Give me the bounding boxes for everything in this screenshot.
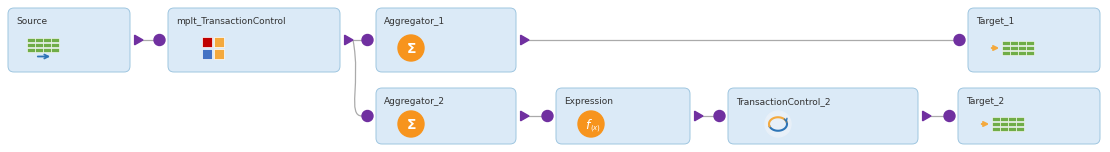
Bar xyxy=(214,49,224,59)
Bar xyxy=(1016,116,1023,121)
Bar xyxy=(43,43,50,47)
Bar xyxy=(36,47,42,52)
Bar xyxy=(1026,50,1033,55)
Text: Σ: Σ xyxy=(406,118,416,132)
Bar xyxy=(1018,50,1026,55)
Polygon shape xyxy=(134,35,143,45)
Polygon shape xyxy=(922,111,931,121)
Bar xyxy=(1000,121,1008,126)
Bar xyxy=(36,38,42,42)
Text: $(x)$: $(x)$ xyxy=(591,123,602,133)
Bar xyxy=(36,43,42,47)
Bar xyxy=(27,47,34,52)
Polygon shape xyxy=(344,35,353,45)
Bar xyxy=(992,126,999,131)
Circle shape xyxy=(542,111,553,121)
Bar xyxy=(992,116,999,121)
FancyBboxPatch shape xyxy=(376,8,516,72)
Bar xyxy=(1018,45,1026,50)
Text: Aggregator_1: Aggregator_1 xyxy=(384,17,445,26)
Bar xyxy=(1008,116,1016,121)
Bar xyxy=(43,38,50,42)
Text: Expression: Expression xyxy=(564,97,613,106)
Text: Σ: Σ xyxy=(406,42,416,56)
FancyBboxPatch shape xyxy=(968,8,1100,72)
Text: $f$: $f$ xyxy=(585,118,593,132)
FancyBboxPatch shape xyxy=(8,8,130,72)
FancyBboxPatch shape xyxy=(728,88,918,144)
Circle shape xyxy=(362,111,373,121)
Circle shape xyxy=(578,111,604,137)
Bar xyxy=(1026,45,1033,50)
Bar xyxy=(202,37,212,47)
Bar xyxy=(1000,116,1008,121)
Circle shape xyxy=(362,35,373,45)
Circle shape xyxy=(398,35,424,61)
Bar xyxy=(51,38,59,42)
Polygon shape xyxy=(695,111,703,121)
Bar xyxy=(43,47,50,52)
Polygon shape xyxy=(521,35,529,45)
Circle shape xyxy=(398,111,424,137)
Text: Target_1: Target_1 xyxy=(976,17,1015,26)
Bar xyxy=(1026,40,1033,45)
Bar xyxy=(1016,121,1023,126)
Bar xyxy=(51,43,59,47)
Circle shape xyxy=(714,111,725,121)
Bar xyxy=(27,38,34,42)
Bar xyxy=(1000,126,1008,131)
Bar xyxy=(1002,45,1009,50)
Bar xyxy=(1010,45,1018,50)
Bar xyxy=(214,37,224,47)
Text: Aggregator_2: Aggregator_2 xyxy=(384,97,445,106)
Bar xyxy=(992,121,999,126)
Text: TransactionControl_2: TransactionControl_2 xyxy=(736,97,830,106)
Bar xyxy=(1010,50,1018,55)
Bar xyxy=(27,43,34,47)
FancyBboxPatch shape xyxy=(556,88,690,144)
Bar xyxy=(1010,40,1018,45)
Polygon shape xyxy=(521,111,529,121)
Text: Source: Source xyxy=(16,17,47,26)
Circle shape xyxy=(944,111,955,121)
Bar xyxy=(1016,126,1023,131)
Circle shape xyxy=(154,35,165,45)
Bar xyxy=(202,49,212,59)
Text: mplt_TransactionControl: mplt_TransactionControl xyxy=(176,17,285,26)
Circle shape xyxy=(953,35,965,45)
FancyBboxPatch shape xyxy=(168,8,340,72)
FancyBboxPatch shape xyxy=(376,88,516,144)
Bar xyxy=(1008,121,1016,126)
Bar xyxy=(1002,50,1009,55)
Bar xyxy=(1018,40,1026,45)
Text: Target_2: Target_2 xyxy=(966,97,1005,106)
Circle shape xyxy=(765,111,791,137)
FancyBboxPatch shape xyxy=(958,88,1100,144)
Bar xyxy=(1002,40,1009,45)
Bar xyxy=(1008,126,1016,131)
Bar xyxy=(51,47,59,52)
